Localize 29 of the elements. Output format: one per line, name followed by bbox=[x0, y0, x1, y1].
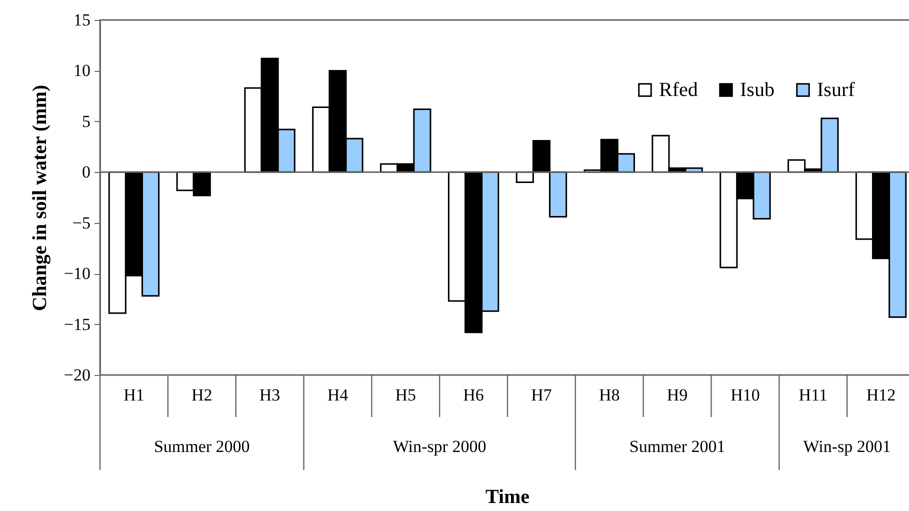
text: Summer 2001 bbox=[629, 437, 726, 456]
x-tick-label: H5 bbox=[395, 386, 416, 404]
x-tick-label: H11 bbox=[798, 386, 828, 404]
x-tick-label: H7 bbox=[531, 386, 552, 404]
y-tick-label: −15 bbox=[64, 314, 90, 334]
text: Win-sp 2001 bbox=[803, 437, 891, 456]
y-tick-label: −5 bbox=[72, 213, 90, 232]
x-tick-label: H9 bbox=[666, 386, 688, 404]
y-tick-label: 0 bbox=[82, 162, 90, 182]
y-tick-label: 10 bbox=[74, 61, 90, 80]
y-tick-label: −10 bbox=[64, 264, 90, 284]
text: Summer 2000 bbox=[154, 437, 250, 456]
x-axis-title: Time bbox=[485, 486, 530, 508]
legend-label: Rfed bbox=[659, 79, 698, 101]
text: Win-spr 2000 bbox=[392, 437, 486, 456]
x-tick-label: H4 bbox=[327, 386, 349, 404]
x-tick-label: H1 bbox=[124, 386, 144, 404]
y-tick-label: 5 bbox=[82, 112, 90, 131]
legend-label: Isub bbox=[740, 79, 774, 101]
y-tick-label: −20 bbox=[64, 366, 90, 384]
x-tick-label: H2 bbox=[191, 386, 212, 404]
x-tick-label: H10 bbox=[730, 386, 760, 404]
x-tick-label: H12 bbox=[866, 386, 896, 404]
x-tick-label: H8 bbox=[598, 386, 620, 404]
y-tick-label: 15 bbox=[74, 10, 90, 30]
x-tick-label: H6 bbox=[463, 386, 484, 404]
x-tick-label: H3 bbox=[259, 386, 280, 404]
legend-label: Isurf bbox=[817, 79, 856, 101]
y-axis-title: Change in soil water (mm) bbox=[28, 84, 51, 312]
